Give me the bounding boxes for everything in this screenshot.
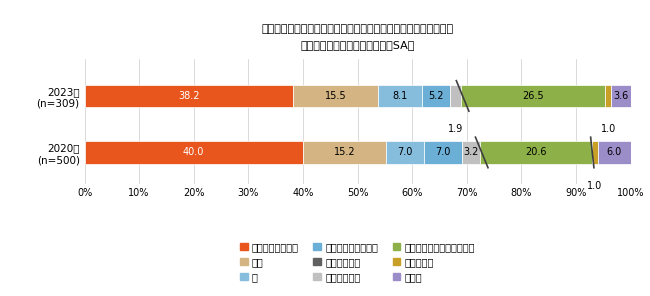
Bar: [386, 141, 424, 164]
Bar: [462, 141, 480, 164]
Text: 3.2: 3.2: [463, 147, 479, 157]
Bar: [84, 85, 293, 107]
Text: 3.6: 3.6: [613, 91, 629, 101]
Text: 38.2: 38.2: [178, 91, 200, 101]
Text: 7.0: 7.0: [436, 147, 451, 157]
Text: 26.5: 26.5: [522, 91, 544, 101]
Bar: [303, 141, 386, 164]
Bar: [480, 141, 592, 164]
Bar: [592, 141, 598, 164]
Legend: 配偶者（ご自身）, 子供, 孫, 現経営者の兄弟姉妹, 現経営者の親, その他の親族, 役員・従業員（親族以外）, 知人・友人, その他: 配偶者（ご自身）, 子供, 孫, 現経営者の兄弟姉妹, 現経営者の親, その他の…: [237, 238, 478, 286]
Bar: [598, 141, 630, 164]
Bar: [424, 141, 462, 164]
Text: 5.2: 5.2: [428, 91, 444, 101]
Bar: [378, 85, 422, 107]
Bar: [605, 85, 611, 107]
Text: 1.0: 1.0: [588, 181, 603, 191]
Bar: [611, 85, 630, 107]
Bar: [84, 141, 303, 164]
Title: 【比較】事業継続の他、廃業や事業の売却という選択をした場合
誰が法人代表者を務めますか（SA）: 【比較】事業継続の他、廃業や事業の売却という選択をした場合 誰が法人代表者を務め…: [261, 24, 454, 50]
Text: 6.0: 6.0: [606, 147, 622, 157]
Bar: [450, 85, 461, 107]
Text: 15.5: 15.5: [324, 91, 346, 101]
Text: 1.0: 1.0: [601, 124, 616, 134]
Text: 15.2: 15.2: [333, 147, 355, 157]
Bar: [293, 85, 378, 107]
Text: 20.6: 20.6: [525, 147, 547, 157]
Text: 40.0: 40.0: [183, 147, 204, 157]
Text: 7.0: 7.0: [397, 147, 413, 157]
Bar: [461, 85, 605, 107]
Bar: [422, 85, 450, 107]
Text: 1.9: 1.9: [448, 124, 463, 134]
Text: 8.1: 8.1: [392, 91, 408, 101]
